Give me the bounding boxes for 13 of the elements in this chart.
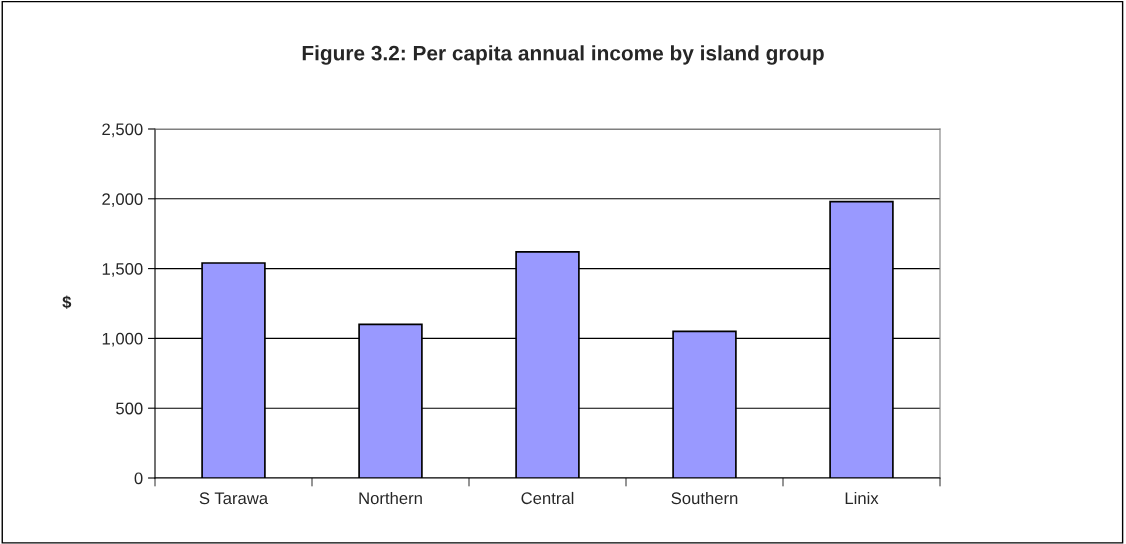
- x-tick-label: Southern: [671, 491, 738, 505]
- x-tick-label: Northern: [359, 491, 422, 505]
- y-tick-label: 1,500: [102, 263, 143, 277]
- x-tick-label: Central: [521, 491, 574, 505]
- y-tick-label: 2,000: [102, 193, 143, 207]
- y-tick-label: 2,500: [102, 123, 143, 138]
- y-axis-title: $: [62, 295, 72, 310]
- y-tick-label: 500: [116, 402, 143, 415]
- x-tick-label: S Tarawa: [199, 492, 269, 505]
- y-tick-label: 1,000: [102, 332, 143, 347]
- y-tick-label: 0: [134, 472, 143, 485]
- chart-title: Figure 3.2: Per capita annual income by island group: [302, 45, 824, 65]
- x-tick-label: Linix: [845, 491, 879, 504]
